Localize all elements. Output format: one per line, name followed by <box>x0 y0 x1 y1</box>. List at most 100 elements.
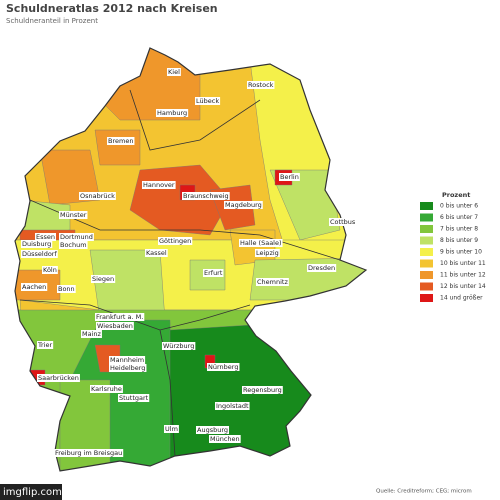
city-label: Lübeck <box>196 97 219 105</box>
city-label-bg <box>37 374 80 382</box>
city-label-bg <box>109 364 147 372</box>
city-label: Aachen <box>22 283 46 291</box>
city-labels: Kiel Rostock Lübeck Hamburg Bremen Berlin Hann… <box>21 68 357 457</box>
city-label: Kassel <box>146 249 167 257</box>
city-label: Ulm <box>165 425 178 433</box>
city-label-bg <box>107 137 135 145</box>
city-label: Kiel <box>168 68 180 76</box>
city-label: Ingolstadt <box>216 402 249 410</box>
city-label: Cottbus <box>330 218 356 226</box>
city-label-bg <box>256 278 289 286</box>
city-label: Würzburg <box>163 342 194 350</box>
legend-swatch <box>420 202 433 210</box>
subtitle: Schuldneranteil in Prozent <box>6 17 98 25</box>
legend-label: 11 bis unter 12 <box>440 272 486 279</box>
city-label: Siegen <box>92 275 114 283</box>
city-label: Erfurt <box>204 269 223 277</box>
city-label: Regensburg <box>243 386 282 394</box>
city-label-bg <box>224 201 263 209</box>
city-label: Freiburg im Breisgau <box>55 449 122 457</box>
city-label: Magdeburg <box>225 201 262 209</box>
city-label-bg <box>242 386 283 394</box>
city-label-bg <box>158 237 193 245</box>
city-label: Osnabrück <box>80 192 115 200</box>
city-label: Münster <box>60 211 87 219</box>
city-label-bg <box>307 264 337 272</box>
city-label-bg <box>247 81 275 89</box>
legend-swatch <box>420 271 433 279</box>
city-label-bg <box>203 269 224 277</box>
city-label-bg <box>96 322 134 330</box>
city-label-bg <box>145 249 168 257</box>
legend-label: 14 und größer <box>440 295 483 302</box>
legend-swatch <box>420 282 433 291</box>
city-label-bg <box>91 275 116 283</box>
city-label-bg <box>156 109 189 117</box>
country-outline <box>14 47 368 472</box>
city-label-bg <box>207 363 240 371</box>
city-label: Leipzig <box>256 249 279 257</box>
legend-swatch <box>420 248 433 256</box>
city-label: Nürnberg <box>208 363 238 371</box>
city-label-bg <box>196 426 230 434</box>
legend-swatch <box>420 294 433 302</box>
city-label: Dortmund <box>60 233 93 241</box>
city-label-bg <box>142 181 176 189</box>
district-region <box>89 249 166 321</box>
city-label: Hannover <box>143 181 175 189</box>
state-border <box>129 89 261 151</box>
city-label-bg <box>164 425 179 433</box>
city-label-bg <box>209 435 241 443</box>
city-label-bg <box>35 233 56 241</box>
legend-swatch <box>420 213 433 222</box>
city-label: Bonn <box>58 285 75 293</box>
city-label: Saarbrücken <box>38 374 79 382</box>
city-label-bg <box>37 341 54 349</box>
city-label-bg <box>255 249 280 257</box>
city-label-bg <box>329 218 357 226</box>
city-label: München <box>210 435 240 443</box>
city-label: Köln <box>43 266 57 274</box>
city-label: Bremen <box>108 137 133 145</box>
watermark: imgflip.com <box>3 487 62 498</box>
city-label: Mannheim <box>110 356 144 364</box>
legend-swatch <box>420 259 433 268</box>
city-label: Berlin <box>280 173 299 181</box>
city-label-bg <box>162 342 196 350</box>
city-label: Trier <box>37 341 52 349</box>
city-label-bg <box>21 240 53 248</box>
city-label: Rostock <box>248 81 274 89</box>
city-label: Frankfurt a. M. <box>96 313 143 321</box>
city-label-bg <box>195 97 221 105</box>
city-label: Essen <box>36 233 55 241</box>
title: Schuldneratlas 2012 nach Kreisen <box>6 2 218 15</box>
legend-label: 7 bis unter 8 <box>440 226 478 233</box>
city-label-bg <box>109 356 146 364</box>
city-label: Hamburg <box>157 109 187 117</box>
city-label-bg <box>95 313 145 321</box>
city-label-bg <box>59 233 94 241</box>
city-label-bg <box>59 241 88 249</box>
legend-swatch <box>420 225 433 233</box>
city-label-bg <box>59 211 88 219</box>
city-label-bg <box>42 266 58 274</box>
city-label-bg <box>215 402 250 410</box>
city-label-bg <box>81 330 102 338</box>
legend-label: 6 bis unter 7 <box>440 214 478 221</box>
source: Quelle: Creditreform; CEG; microm <box>376 489 472 495</box>
city-label-bg <box>90 385 123 393</box>
city-label-bg <box>182 192 230 200</box>
city-label: Göttingen <box>159 237 191 245</box>
city-label: Mainz <box>82 330 102 338</box>
city-label: Braunschweig <box>183 192 229 200</box>
city-label: Stuttgart <box>119 394 149 402</box>
city-label-bg <box>21 283 48 291</box>
city-label: Bochum <box>60 241 87 249</box>
city-label-bg <box>21 250 58 258</box>
city-label-bg <box>118 394 150 402</box>
legend-label: 10 bis unter 11 <box>440 260 486 267</box>
legend-label: 9 bis unter 10 <box>440 249 482 256</box>
legend-label: 8 bis unter 9 <box>440 237 478 244</box>
city-label: Düsseldorf <box>22 250 57 258</box>
